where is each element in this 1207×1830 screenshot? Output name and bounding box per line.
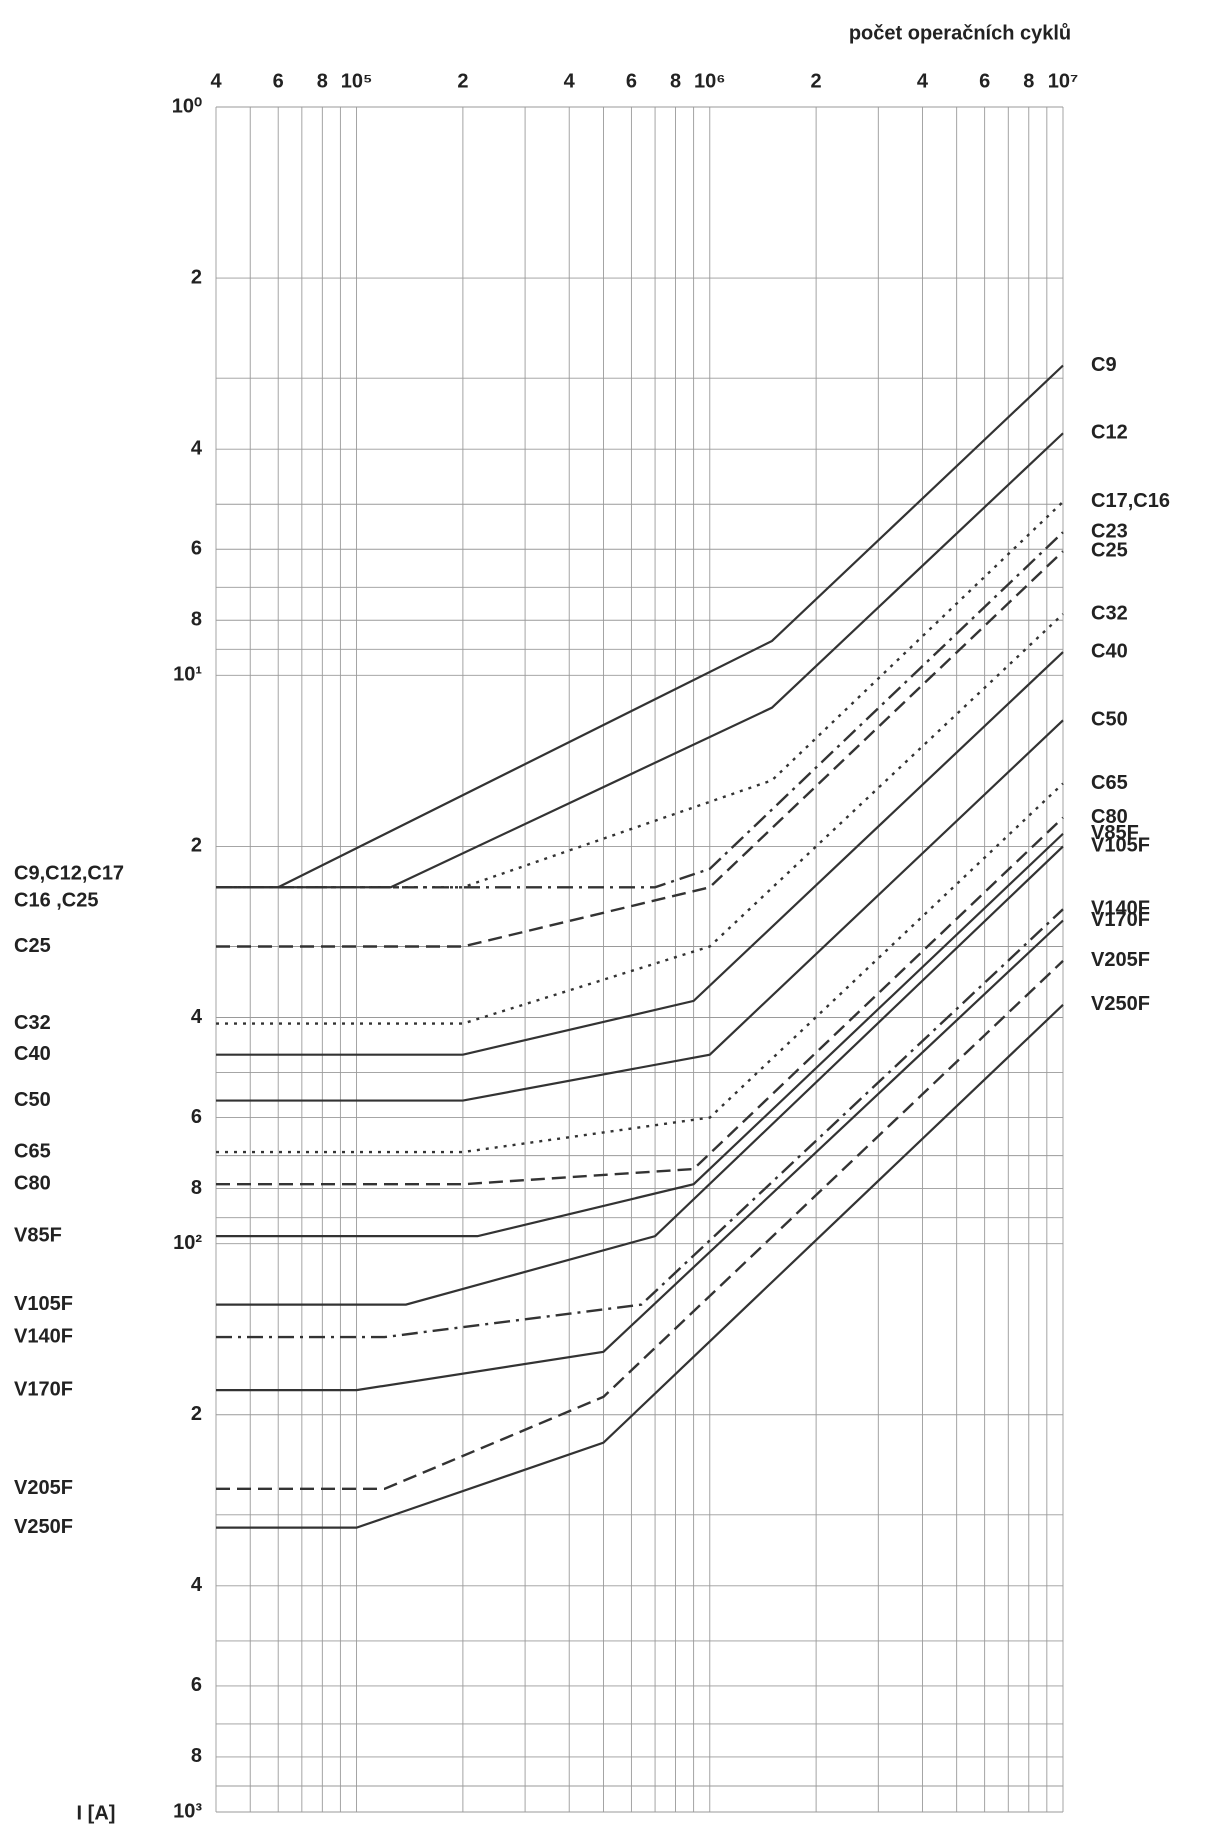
- series-label: C25: [1091, 540, 1128, 562]
- y-tick-label: 2: [191, 835, 202, 857]
- y-tick-label: 2: [191, 1403, 202, 1425]
- y-tick-label: 8: [191, 1745, 202, 1767]
- y-tick-label: 8: [191, 1177, 202, 1199]
- x-tick-label: 8: [317, 70, 328, 92]
- series-line: [216, 432, 1064, 889]
- x-tick-label: 6: [273, 70, 284, 92]
- y-tick-label: 6: [191, 1106, 202, 1128]
- x-tick-label: 10⁵: [341, 70, 373, 92]
- series-label: C50: [1091, 709, 1128, 731]
- left-series-label: C80: [14, 1173, 51, 1195]
- y-tick-label: 4: [191, 1006, 203, 1028]
- series-line: [216, 500, 1064, 889]
- series-label: V250F: [1091, 993, 1150, 1015]
- series-label: C9: [1091, 354, 1117, 376]
- left-series-label: C25: [14, 935, 51, 957]
- series-line: [216, 845, 1064, 1306]
- series-label: V85F: [1091, 822, 1139, 844]
- left-series-label: C16 ,C25: [14, 890, 99, 912]
- series-line: [216, 651, 1064, 1056]
- series-label: V205F: [1091, 949, 1150, 971]
- x-tick-label: 2: [811, 70, 822, 92]
- series-label: C40: [1091, 640, 1128, 662]
- x-axis-title: počet operačních cyklů: [849, 22, 1071, 44]
- x-tick-label: 4: [917, 70, 929, 92]
- series-label: C17,C16: [1091, 490, 1170, 512]
- series-line: [216, 550, 1064, 948]
- series-line: [216, 782, 1064, 1154]
- y-tick-label: 4: [191, 437, 203, 459]
- left-series-label: C32: [14, 1012, 51, 1034]
- x-tick-label: 2: [457, 70, 468, 92]
- y-tick-label: 6: [191, 1674, 202, 1696]
- y-tick-label: 6: [191, 538, 202, 560]
- x-tick-label: 8: [1023, 70, 1034, 92]
- series-label: C12: [1091, 422, 1128, 444]
- y-tick-label: 10⁰: [172, 95, 202, 117]
- series-label: C32: [1091, 602, 1128, 624]
- left-series-label: C9,C12,C17: [14, 863, 124, 885]
- left-series-label: C40: [14, 1043, 51, 1065]
- series-label: V105F: [1091, 835, 1150, 857]
- series-line: [216, 364, 1064, 889]
- series-label: C80: [1091, 806, 1128, 828]
- left-series-label: V140F: [14, 1325, 73, 1347]
- y-tick-label: 2: [191, 266, 202, 288]
- series-line: [216, 613, 1064, 1025]
- x-tick-label: 10⁶: [694, 70, 725, 92]
- series-line: [216, 960, 1064, 1491]
- left-series-label: V250F: [14, 1516, 73, 1538]
- series-label: C23: [1091, 521, 1128, 543]
- left-series-label: V85F: [14, 1224, 62, 1246]
- left-series-label: V205F: [14, 1477, 73, 1499]
- y-tick-label: 10²: [173, 1232, 202, 1254]
- series-label: C65: [1091, 772, 1128, 794]
- series-line: [216, 531, 1064, 889]
- series-line: [216, 908, 1064, 1339]
- y-tick-label: 8: [191, 609, 202, 631]
- left-series-label: V105F: [14, 1293, 73, 1315]
- x-tick-label: 10⁷: [1048, 70, 1079, 92]
- series-line: [216, 816, 1064, 1186]
- y-axis-title: I [A]: [77, 1802, 116, 1824]
- series-line: [216, 832, 1064, 1238]
- left-series-label: V170F: [14, 1378, 73, 1400]
- series-label: V170F: [1091, 909, 1150, 931]
- x-tick-label: 6: [979, 70, 990, 92]
- y-tick-label: 4: [191, 1574, 203, 1596]
- x-tick-label: 6: [626, 70, 637, 92]
- x-tick-label: 4: [564, 70, 576, 92]
- y-tick-label: 10³: [173, 1800, 202, 1822]
- left-series-label: C50: [14, 1089, 51, 1111]
- x-tick-label: 4: [210, 70, 222, 92]
- series-label: V140F: [1091, 898, 1150, 920]
- y-tick-label: 10¹: [173, 664, 202, 686]
- series-line: [216, 719, 1064, 1102]
- left-series-label: C65: [14, 1140, 51, 1162]
- x-tick-label: 8: [670, 70, 681, 92]
- series-line: [216, 919, 1064, 1392]
- series-line: [216, 1004, 1064, 1529]
